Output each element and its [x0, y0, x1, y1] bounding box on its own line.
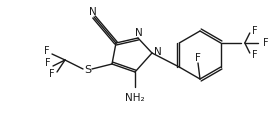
- Text: S: S: [85, 65, 92, 75]
- Text: F: F: [44, 46, 50, 56]
- Text: F: F: [49, 69, 55, 79]
- Text: NH₂: NH₂: [125, 93, 145, 103]
- Text: N: N: [154, 47, 162, 57]
- Text: F: F: [45, 58, 51, 68]
- Text: F: F: [195, 53, 201, 63]
- Text: N: N: [89, 7, 97, 17]
- Text: F: F: [252, 26, 258, 36]
- Text: N: N: [135, 28, 143, 38]
- Text: F: F: [263, 38, 269, 48]
- Text: F: F: [252, 50, 258, 60]
